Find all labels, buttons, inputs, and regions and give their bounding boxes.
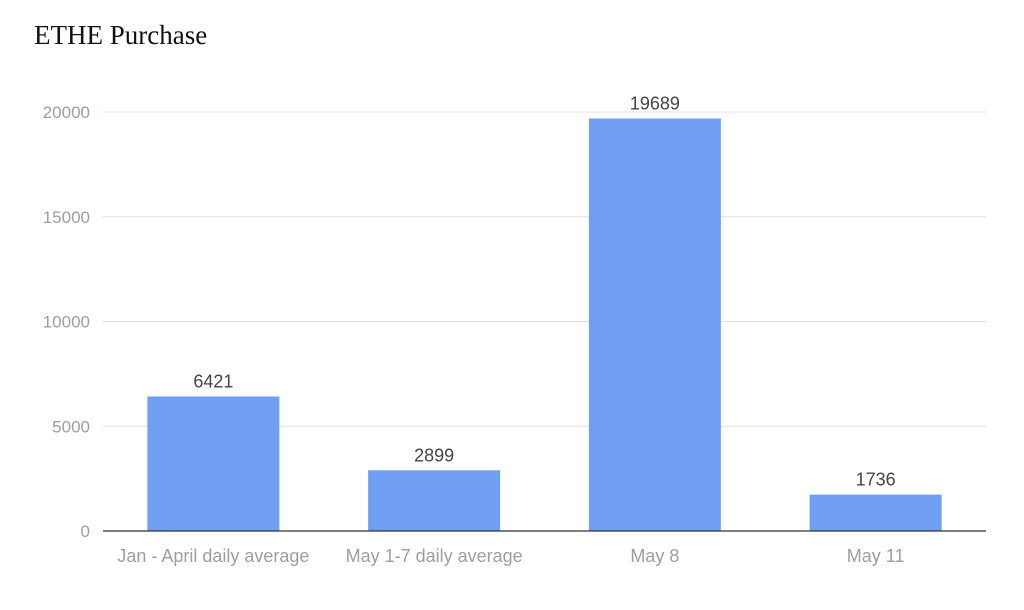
y-tick-label: 5000 <box>52 417 90 436</box>
x-tick-label: Jan - April daily average <box>117 546 309 566</box>
y-tick-label: 10000 <box>43 313 90 332</box>
bar <box>147 396 280 531</box>
gridlines <box>103 111 986 427</box>
x-axis-tick-labels: Jan - April daily average May 1-7 daily a… <box>117 546 904 566</box>
bars <box>147 118 942 532</box>
bar <box>588 118 721 532</box>
y-tick-label: 20000 <box>43 103 90 122</box>
chart-title: ETHE Purchase <box>34 20 208 50</box>
data-label: 2899 <box>414 445 454 465</box>
x-tick-label: May 8 <box>630 546 679 566</box>
y-tick-label: 0 <box>81 522 90 541</box>
data-label: 19689 <box>630 94 680 114</box>
bar <box>368 470 501 531</box>
x-tick-label: May 1-7 daily average <box>346 546 523 566</box>
data-label: 6421 <box>193 371 233 391</box>
data-labels: 6421 2899 19689 1736 <box>193 94 895 490</box>
y-tick-label: 15000 <box>43 208 90 227</box>
x-tick-label: May 11 <box>847 546 905 566</box>
y-axis-tick-labels: 0 5000 10000 15000 20000 <box>43 103 90 541</box>
data-label: 1736 <box>856 470 896 490</box>
bar <box>809 494 942 531</box>
